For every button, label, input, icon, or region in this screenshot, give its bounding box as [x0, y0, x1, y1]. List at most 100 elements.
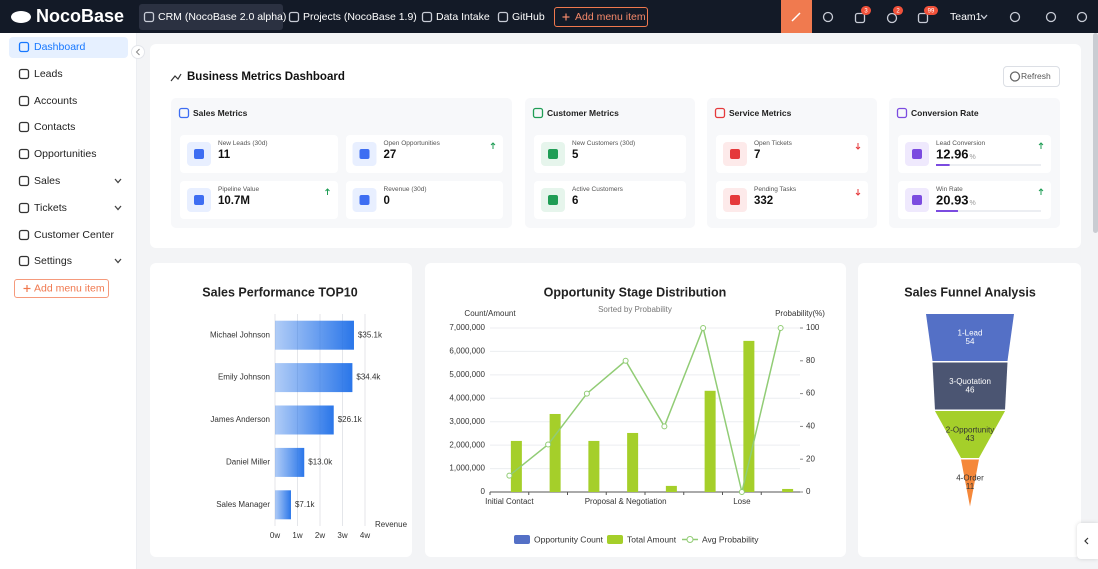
sidebar-label: Settings [34, 255, 72, 267]
sidebar-item[interactable] [9, 37, 128, 58]
logo-icon [11, 11, 31, 23]
x-tick-label: Proposal & Negotiation [585, 497, 667, 506]
bar [627, 432, 639, 492]
nav-tab: Projects (NocoBase 1.9) [303, 11, 417, 23]
dashboard-title: Business Metrics Dashboard [187, 71, 345, 83]
bar [704, 390, 716, 492]
refresh-label: Refresh [1021, 71, 1051, 81]
sidebar-label: Tickets [34, 202, 67, 214]
chevron-icon [114, 205, 122, 211]
funnel-label: 3-Quotation [949, 377, 991, 386]
chart-title: Opportunity Stage Distribution [544, 285, 727, 299]
icon [18, 121, 30, 133]
metric-label: New Customers (30d) [572, 140, 635, 147]
point [622, 357, 629, 364]
sidebar-label: Accounts [34, 95, 77, 107]
progress-fill [936, 164, 950, 166]
bar [275, 490, 291, 520]
metric-label: Active Customers [572, 186, 624, 193]
metric-icon-glyph [912, 149, 922, 159]
icon [886, 12, 898, 24]
funnel-label: 2-Opportunity [946, 426, 994, 435]
metric-icon-glyph [912, 195, 922, 205]
float-button[interactable] [1077, 523, 1098, 559]
legend-swatch [686, 536, 694, 543]
icon [18, 68, 30, 80]
progress-fill [936, 210, 958, 212]
trend-icon [1038, 188, 1044, 192]
bar [510, 440, 522, 492]
trend-icon [490, 142, 496, 146]
y-tick-label: Emily Johnson [218, 373, 270, 382]
y-tick-label: 5,000,000 [449, 370, 485, 379]
x-tick-label: 0w [270, 531, 280, 540]
metric-value: 11 [218, 149, 231, 161]
nav-tab-active[interactable] [139, 4, 283, 30]
metric-icon-glyph [548, 195, 558, 205]
group-title: Sales Metrics [193, 108, 248, 118]
y2-tick-label: 40 [806, 422, 815, 431]
point [738, 489, 745, 495]
icon [822, 11, 834, 23]
sidebar-label: Contacts [34, 121, 75, 133]
collapse-button[interactable] [131, 45, 145, 59]
y-tick-label: Daniel Miller [226, 458, 270, 467]
sidebar-add-menu[interactable] [14, 279, 109, 298]
icon [18, 229, 30, 241]
sidebar-label: Leads [34, 68, 63, 80]
metric-icon-glyph [359, 149, 370, 159]
sidebar-label: Opportunities [34, 148, 96, 160]
icon [532, 107, 544, 119]
metric-icon-glyph [730, 195, 740, 205]
funnel-label: 4-Order [956, 474, 984, 483]
badge-count: 99 [928, 8, 935, 14]
metric-value: 6 [572, 195, 578, 207]
title-icon [170, 73, 182, 82]
chevron-icon [114, 178, 122, 184]
add-menu-label: Add menu item [575, 11, 646, 23]
metric-icon-glyph [194, 149, 204, 159]
y-tick-label: James Anderson [210, 415, 270, 424]
value-label: $13.0k [308, 458, 333, 467]
funnel-segment [961, 459, 979, 507]
legend-label: Avg Probability [702, 534, 759, 544]
trend-icon [325, 188, 330, 192]
sidebar-label: Sales [34, 175, 60, 187]
line [508, 325, 782, 493]
metric-value: 20.93 [936, 192, 969, 207]
sidebar-label: Dashboard [34, 41, 86, 53]
y2-tick-label: 0 [806, 487, 811, 496]
group-title: Conversion Rate [911, 108, 979, 118]
point [777, 325, 784, 331]
y-tick-label: 4,000,000 [449, 393, 485, 402]
add-menu-button[interactable] [554, 7, 648, 27]
metric-label: Open Opportunities [384, 140, 441, 147]
y2-tick-label: 60 [806, 389, 815, 398]
chart-title: Sales Performance TOP10 [202, 285, 357, 299]
value-label: $34.4k [356, 373, 381, 382]
refresh-button[interactable] [1003, 66, 1060, 87]
y2-tick-label: 100 [806, 323, 820, 332]
bar [665, 485, 677, 492]
point [661, 423, 668, 430]
value-label: $35.1k [358, 330, 383, 339]
chart-subtitle: Sorted by Probability [598, 305, 672, 314]
icon [143, 11, 155, 23]
value-label: $7.1k [295, 500, 316, 509]
y-tick-label: 2,000,000 [449, 440, 485, 449]
badge [924, 6, 938, 15]
group-title: Service Metrics [729, 108, 792, 118]
funnel-segment [932, 362, 1008, 410]
icon [497, 11, 509, 23]
icon [178, 107, 190, 119]
icon [1076, 11, 1088, 23]
badge-count: 3 [864, 8, 868, 14]
funnel-segment [934, 411, 1006, 458]
trend-icon [1038, 142, 1044, 146]
y-tick-label: 6,000,000 [449, 347, 485, 356]
y-tick-label: Michael Johnson [210, 330, 270, 339]
group-title: Customer Metrics [547, 108, 619, 118]
funnel-label: 1-Lead [958, 329, 983, 338]
